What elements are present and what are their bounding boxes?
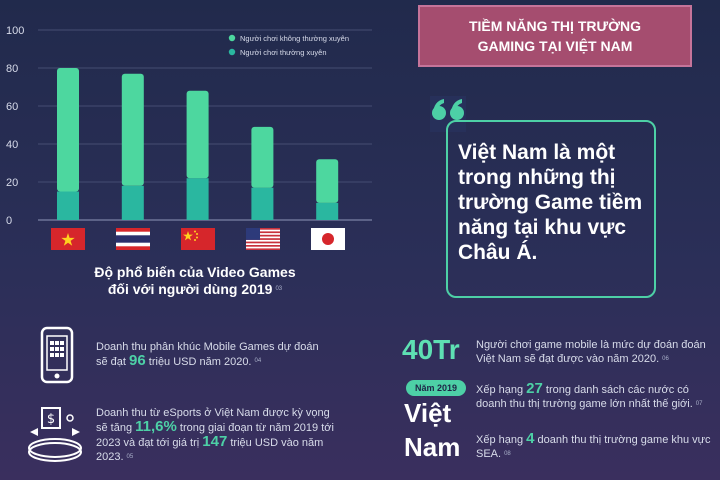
y-tick-label: 0 <box>6 215 12 227</box>
china-flag-icon <box>181 228 215 250</box>
banner-line1: TIỀM NĂNG THỊ TRƯỜNG <box>468 18 642 34</box>
y-tick-label: 60 <box>6 101 18 113</box>
esports-text-post: triệu USD vào năm 2023. <box>96 437 324 463</box>
stacked-bar-chart: 0 20 40 60 80 100 Người chơi không thường xuyê… <box>6 25 372 227</box>
mobile-value: 96 <box>129 352 146 369</box>
ranking-sea-post: doanh thu thị trường game khu vực SEA. <box>476 434 711 460</box>
legend-label: Người chơi không thường xuyên <box>240 34 349 43</box>
esports-revenue-value: 147 <box>202 433 228 450</box>
y-tick-label: 100 <box>6 25 24 37</box>
quote-text: Việt Nam là một trong những thị trường G… <box>458 141 643 264</box>
ranking-sea-ref: 08 <box>504 451 511 457</box>
esports-ref: 05 <box>126 454 134 460</box>
esports-text-mid: trong giai đoạn từ năm 2019 tới 2023 và … <box>96 422 334 449</box>
title-banner: TIỀM NĂNG THỊ TRƯỜNG GAMING TẠI VIỆT NAM <box>418 5 692 67</box>
ranking-world-number: 27 <box>526 380 543 397</box>
vietnam-flag-icon <box>51 228 85 250</box>
y-tick-label: 40 <box>6 139 18 151</box>
bar-segment <box>57 68 79 192</box>
usa-flag-icon <box>246 228 280 250</box>
chart-caption-ref: 03 <box>275 286 283 292</box>
year-badge: Năm 2019 <box>406 380 466 396</box>
ranking-sea-text: Xếp hạng 4 doanh thu thị trường game khu… <box>476 430 716 461</box>
mobile-ref: 04 <box>254 358 262 364</box>
esports-revenue-text: Doanh thu từ eSports ở Việt Nam được kỳ … <box>96 406 336 464</box>
bar-segment <box>316 159 339 203</box>
bar-segment <box>251 126 274 188</box>
ranking-sea-pre: Xếp hạng <box>476 434 527 446</box>
japan-flag-icon <box>311 228 345 250</box>
players-stat: 40Tr <box>402 334 460 365</box>
ranking-world-text: Xếp hạng 27 trong danh sách các nước có … <box>476 380 716 411</box>
players-text: Người chơi game mobile là mức dự đoán đo… <box>476 338 716 366</box>
thailand-flag-icon <box>116 228 150 250</box>
y-tick-label: 80 <box>6 63 18 75</box>
players-ref: 06 <box>662 356 669 362</box>
vietnam-word-1: Việt <box>404 398 452 428</box>
mobile-revenue-text: Doanh thu phân khúc Mobile Games dự đoán… <box>96 340 326 369</box>
players-text-body: Người chơi game mobile là mức dự đoán đo… <box>476 339 706 365</box>
bar-segment <box>316 202 339 220</box>
chart-caption-line2: đối với người dùng 2019 <box>107 281 273 297</box>
vietnam-word-2: Nam <box>404 432 461 462</box>
mobile-text-post: triệu USD năm 2020. <box>145 356 252 368</box>
esports-growth-value: 11,6% <box>135 418 177 435</box>
bar-segment <box>186 178 209 220</box>
legend-swatch <box>228 48 236 56</box>
legend-swatch <box>228 34 236 42</box>
bar-segment <box>121 73 144 186</box>
ranking-world-pre: Xếp hạng <box>476 384 527 396</box>
ranking-world-ref: 07 <box>695 401 703 407</box>
mobile-text-pre: Doanh thu phân khúc Mobile Games dự đoán… <box>96 341 319 368</box>
chart-caption-line1: Độ phổ biến của Video Games <box>94 264 296 280</box>
esports-text-pre: Doanh thu từ eSports ở Việt Nam được kỳ … <box>96 407 330 434</box>
bar-segment <box>57 191 79 220</box>
quote-box <box>446 120 656 298</box>
y-tick-label: 20 <box>6 177 18 189</box>
bar-segment <box>251 187 274 220</box>
chart-caption: Độ phổ biến của Video Games đối với ngườ… <box>60 264 330 298</box>
bar-segment <box>121 185 144 220</box>
bar-segment <box>186 90 209 179</box>
svg-text:$: $ <box>47 412 55 427</box>
mobile-phone-icon <box>40 326 74 384</box>
banner-line2: GAMING TẠI VIỆT NAM <box>477 38 633 54</box>
legend-label: Người chơi thường xuyên <box>240 48 327 57</box>
ranking-world-post: trong danh sách các nước có doanh thu th… <box>476 384 693 410</box>
ranking-sea-number: 4 <box>526 430 535 447</box>
esports-money-icon: $ <box>28 407 82 462</box>
